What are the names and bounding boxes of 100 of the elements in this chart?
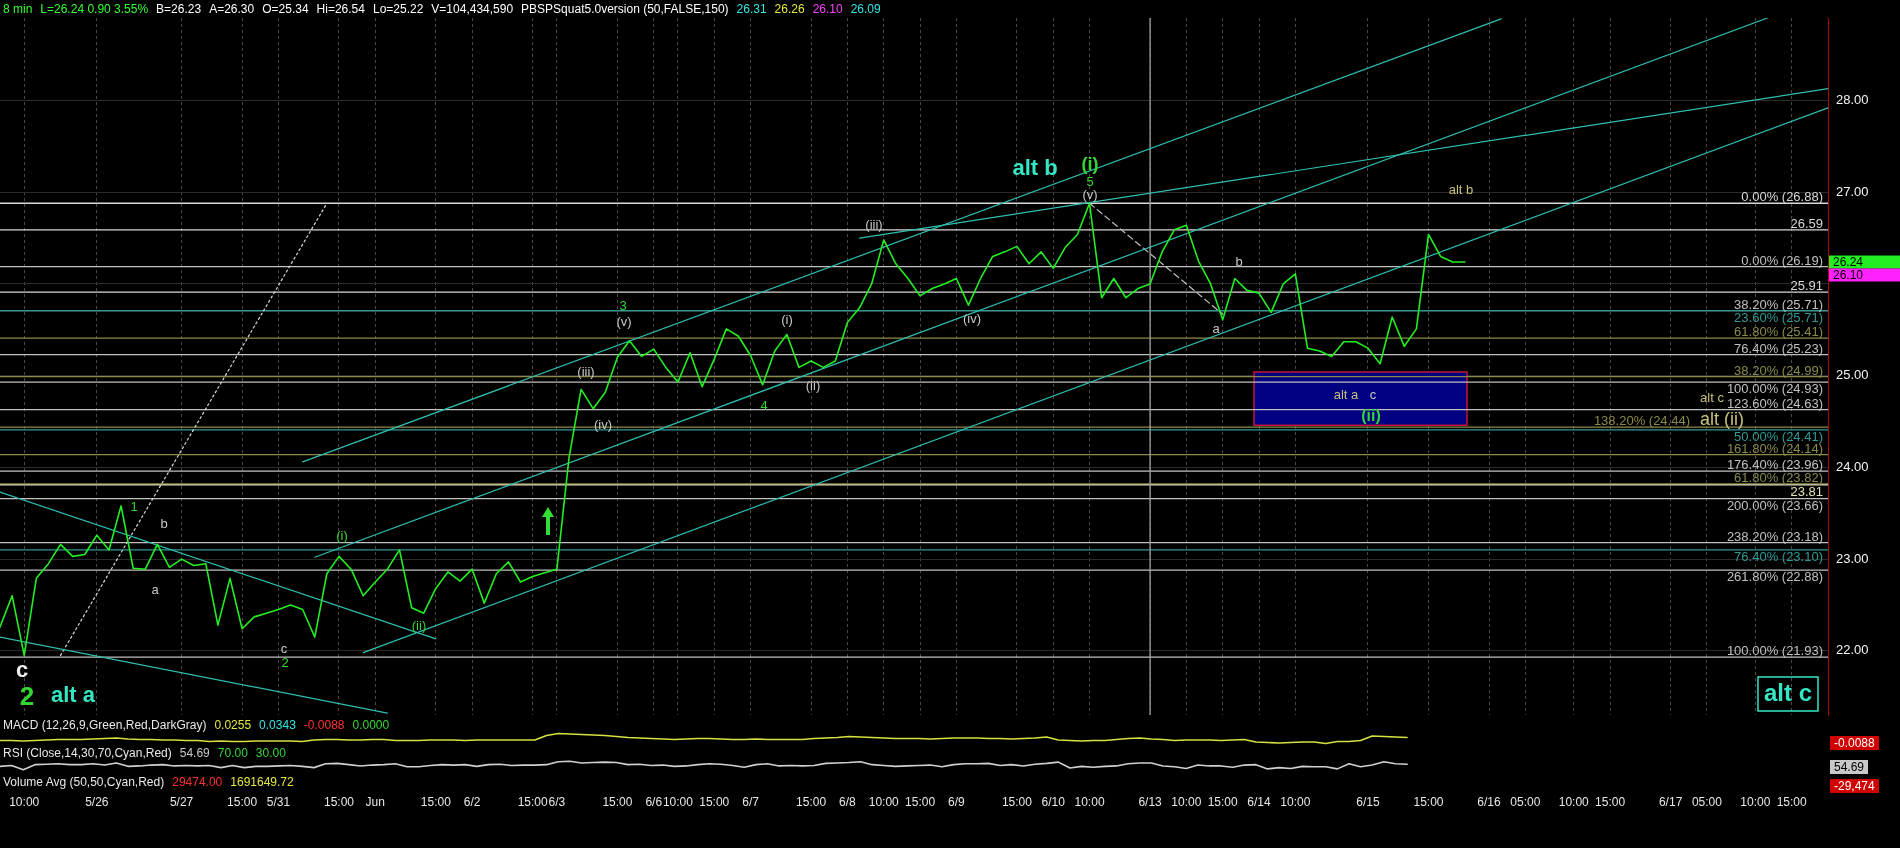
chart-title: RSI (Close,14,30,70,Cyan,Red): [3, 746, 172, 760]
annotation: a: [1212, 320, 1221, 336]
x-tick-label: 10:00: [1740, 794, 1771, 809]
annotation: 3: [619, 298, 627, 314]
y-tick-label: 24.00: [1836, 458, 1869, 474]
text: 0.0255: [214, 718, 252, 732]
text: -29,474: [1830, 779, 1879, 793]
text: 54.69: [179, 746, 210, 760]
annotation: c: [15, 657, 29, 683]
y-tick-label: 22.00: [1836, 642, 1869, 658]
text: PBSPSquat5.0version (50,FALSE,150): [521, 2, 729, 16]
x-tick-label: 10:00: [1074, 794, 1105, 809]
x-tick-label: 5/27: [169, 794, 194, 809]
text: A=26.30: [209, 2, 255, 16]
text: 0.0000: [352, 718, 390, 732]
ref-line-label: 38.20% (25.71): [1734, 296, 1823, 312]
text: 30.00: [255, 746, 286, 760]
ref-line-label: 238.20% (23.18): [1726, 528, 1823, 544]
text: 0.0343: [259, 718, 296, 732]
ref-line-label: 76.40% (25.23): [1734, 340, 1823, 356]
x-tick-label: 5/31: [266, 794, 291, 809]
x-tick-label: 15:00: [420, 794, 452, 809]
x-tick-label: 6/13: [1138, 794, 1163, 809]
x-tick-label: 10:00: [1280, 794, 1311, 809]
ref-line-label: 100.00% (24.93): [1726, 381, 1823, 397]
annotation: (iii): [577, 363, 595, 379]
text: Volume Avg (50,50,Cyan,Red): [3, 775, 165, 789]
x-tick-label: 6/9: [948, 794, 966, 809]
ref-line-label: 26.59: [1790, 215, 1823, 231]
x-tick-label: 15:00: [1413, 794, 1444, 809]
x-tick-label: 15:00: [1776, 794, 1808, 809]
text: O=25.34: [262, 2, 309, 16]
x-tick-label: 10:00: [1171, 794, 1202, 809]
text: B=26.23: [156, 2, 202, 16]
ref-line-label: 23.81: [1790, 483, 1823, 499]
x-tick-label: 10:00: [868, 794, 900, 809]
text: 1691649.72: [230, 775, 294, 789]
x-tick-label: 15:00: [1595, 794, 1626, 809]
text: 26.26: [774, 2, 805, 16]
annotation: (ii): [1361, 407, 1381, 425]
x-tick-label: 15:00: [323, 794, 355, 809]
x-tick-label: 6/16: [1477, 794, 1502, 809]
chart-subtitle: L=26.24 0.90 3.55%: [40, 2, 149, 16]
ref-line-label: 176.40% (23.96): [1726, 457, 1823, 473]
ref-line-label: 0.00% (26.19): [1741, 252, 1823, 268]
x-tick-label: 6/10: [1041, 794, 1066, 809]
annotation: (v): [616, 313, 632, 329]
annotation: (ii): [805, 378, 821, 394]
ref-line-label: 138.20% (24.44): [1593, 413, 1690, 429]
x-tick-label: 6/8: [839, 794, 857, 809]
x-tick-label: 6/7: [742, 794, 760, 809]
annotation: b: [1235, 253, 1243, 269]
x-tick-label: 05:00: [1510, 794, 1541, 809]
text: V=104,434,590: [431, 2, 514, 16]
annotation: alt c: [1700, 389, 1725, 405]
x-tick-label: Jun: [365, 794, 385, 809]
ref-line-label: 0.00% (26.88): [1741, 189, 1823, 205]
annotation: 2: [19, 681, 35, 712]
ref-line-label: 61.80% (25.41): [1734, 324, 1823, 340]
text: 26.10: [1833, 267, 1864, 282]
y-tick-label: 23.00: [1836, 550, 1869, 566]
annotation: (i): [1081, 153, 1099, 174]
text: 70.00: [217, 746, 248, 760]
x-tick-label: 6/2: [463, 794, 481, 809]
annotation: alt c: [1763, 678, 1813, 706]
text: 26.10: [812, 2, 843, 16]
annotation: alt a: [50, 682, 96, 708]
annotation: (i): [336, 527, 348, 543]
x-tick-label: 15:00: [905, 794, 936, 809]
ref-line-label: 25.91: [1790, 278, 1823, 294]
annotation: c: [1369, 386, 1377, 402]
annotation: c: [280, 640, 288, 656]
ref-line-label: 76.40% (23.10): [1734, 548, 1823, 564]
x-tick-label: 6/14: [1247, 794, 1272, 809]
annotation: (ii): [411, 617, 427, 633]
text: Hi=26.54: [316, 2, 365, 16]
annotation: 1: [130, 498, 138, 514]
ref-line-label: 200.00% (23.66): [1726, 497, 1823, 513]
y-tick-label: 25.00: [1836, 367, 1869, 383]
annotation: 5: [1086, 173, 1094, 189]
x-tick-label: 5/26: [85, 794, 109, 809]
annotation: alt b: [1448, 181, 1474, 197]
annotation: 2: [281, 654, 289, 670]
x-tick-label: 6/15: [1356, 794, 1380, 809]
annotation: alt a: [1333, 386, 1360, 402]
text: 26.31: [736, 2, 767, 16]
text: 26.24: [1833, 254, 1864, 269]
annotation: 4: [760, 397, 768, 413]
x-tick-label: 15:00: [602, 794, 633, 809]
x-tick-label: 10:00: [9, 794, 40, 809]
text: 54.69: [1830, 760, 1869, 774]
text: 29474.00: [172, 775, 223, 789]
text: -0.0088: [303, 718, 345, 732]
ref-line-label: 100.00% (21.93): [1726, 643, 1823, 659]
text: 26.09: [850, 2, 881, 16]
ref-line-label: 38.20% (24.99): [1734, 362, 1823, 378]
chart-title: 8 min: [3, 2, 33, 16]
annotation: (iii): [865, 216, 883, 232]
ref-line-label: 261.80% (22.88): [1726, 569, 1823, 585]
annotation: (iv): [962, 310, 982, 326]
